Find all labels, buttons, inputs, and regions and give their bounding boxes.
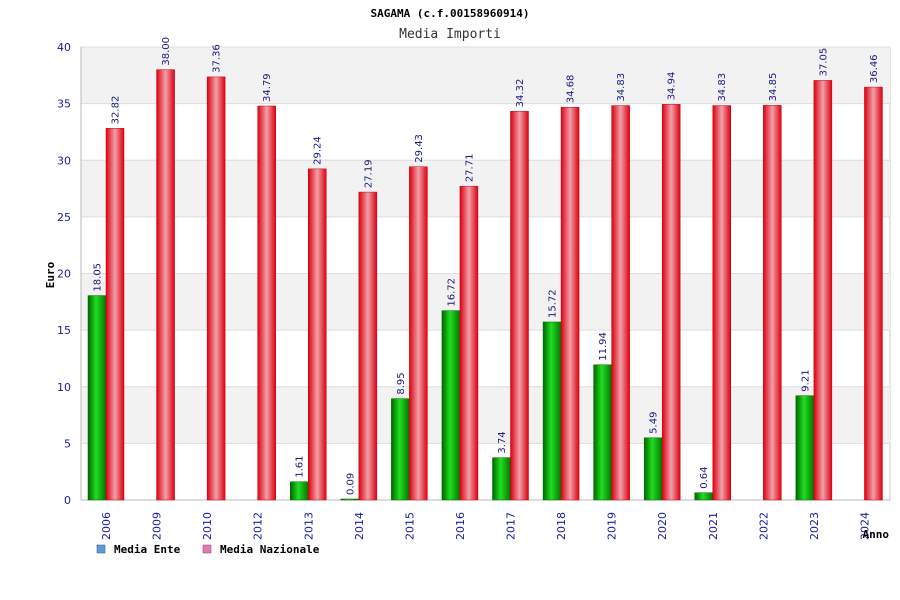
- x-tick-label: 2010: [201, 512, 214, 540]
- x-tick-label: 2020: [656, 512, 669, 540]
- data-label: 34.68: [566, 75, 577, 104]
- data-label: 16.72: [446, 278, 457, 307]
- data-label: 38.00: [161, 37, 172, 66]
- bar-media-ente-2016: [441, 310, 461, 501]
- x-tick-label: 2023: [808, 512, 821, 540]
- x-tick-label: 2009: [151, 512, 164, 540]
- data-label: 34.83: [717, 73, 728, 102]
- y-tick-label: 15: [57, 324, 71, 337]
- x-axis: 2006 2009 2010 2012 2013 2014 2015 2016 2017 2018…: [100, 512, 871, 540]
- bar-media-ente-2023: [795, 395, 815, 501]
- y-tick-label: 20: [57, 268, 71, 281]
- bar-media-nazionale-2019: [611, 105, 630, 501]
- legend-swatch-media-ente: [96, 544, 106, 554]
- legend: Media Ente Media Nazionale: [96, 543, 320, 556]
- x-tick-label: 2022: [757, 512, 770, 540]
- y-tick-label: 35: [57, 98, 71, 111]
- data-label: 0.64: [699, 466, 710, 488]
- x-tick-label: 2017: [505, 512, 518, 540]
- bar-media-nazionale-2021: [712, 105, 731, 501]
- bar-media-ente-2019: [593, 364, 612, 501]
- bar-media-ente-2018: [542, 321, 562, 501]
- x-tick-label: 2024: [858, 512, 871, 540]
- y-tick-label: 5: [64, 437, 71, 450]
- data-label: 34.85: [768, 73, 779, 102]
- bar-media-ente-2017: [492, 457, 511, 501]
- legend-swatch-media-nazionale: [202, 544, 212, 554]
- data-label: 27.19: [363, 159, 374, 188]
- y-tick-label: 40: [57, 41, 71, 54]
- bar-media-ente-2014: [340, 498, 360, 501]
- data-label: 5.49: [649, 412, 660, 434]
- data-label: 8.95: [396, 372, 407, 394]
- x-tick-label: 2016: [454, 512, 467, 540]
- y-axis-label: Euro: [44, 261, 57, 288]
- y-tick-label: 25: [57, 211, 71, 224]
- data-label: 27.71: [464, 154, 475, 183]
- bar-media-nazionale-2020: [661, 104, 681, 501]
- data-label: 37.36: [212, 44, 223, 73]
- bar-media-nazionale-2018: [560, 106, 580, 501]
- bar-media-nazionale-2023: [813, 80, 833, 501]
- x-tick-label: 2019: [606, 512, 619, 540]
- data-label: 18.05: [93, 263, 104, 292]
- x-axis-label: Anno: [863, 528, 890, 541]
- bar-media-nazionale-2013: [308, 168, 327, 501]
- bar-media-nazionale-2012: [257, 105, 276, 501]
- x-tick-label: 2021: [707, 512, 720, 540]
- legend-label-media-ente: Media Ente: [114, 543, 181, 556]
- bar-media-nazionale-2006: [105, 128, 125, 501]
- data-label: 9.21: [800, 369, 811, 391]
- data-label: 32.82: [111, 96, 122, 125]
- bar-media-nazionale-2024: [864, 86, 883, 501]
- data-label: 34.94: [667, 72, 678, 101]
- x-tick-label: 2014: [353, 512, 366, 540]
- x-tick-label: 2015: [403, 512, 416, 540]
- x-tick-label: 2006: [100, 512, 113, 540]
- x-tick-label: 2018: [555, 512, 568, 540]
- bar-media-ente-2013: [290, 481, 309, 501]
- chart-subtitle: Media Importi: [399, 27, 501, 42]
- data-label: 36.46: [869, 54, 880, 83]
- data-label: 34.32: [515, 79, 526, 108]
- data-label: 29.24: [313, 136, 324, 165]
- bars-group: 18.05 32.82 38.00 37.36 34.79 1.61 29.24 0.09 27…: [87, 37, 883, 501]
- bar-media-ente-2020: [643, 437, 663, 501]
- bar-media-ente-2006: [87, 295, 107, 501]
- bar-media-nazionale-2022: [763, 105, 782, 501]
- data-label: 15.72: [548, 289, 559, 318]
- legend-label-media-nazionale: Media Nazionale: [220, 543, 320, 556]
- bar-media-nazionale-2016: [459, 185, 479, 501]
- y-tick-label: 30: [57, 154, 71, 167]
- data-label: 0.09: [345, 473, 356, 495]
- bar-media-ente-2015: [391, 398, 410, 501]
- bar-media-nazionale-2014: [358, 191, 378, 501]
- x-tick-label: 2012: [252, 512, 265, 540]
- data-label: 34.83: [616, 73, 627, 102]
- data-label: 37.05: [818, 48, 829, 77]
- bar-media-nazionale-2009: [156, 69, 175, 501]
- chart-title: SAGAMA (c.f.00158960914): [371, 7, 530, 20]
- data-label: 1.61: [295, 456, 306, 478]
- y-tick-label: 0: [64, 494, 71, 507]
- y-tick-label: 10: [57, 381, 71, 394]
- x-tick-label: 2013: [302, 512, 315, 540]
- bar-media-nazionale-2015: [409, 166, 428, 501]
- data-label: 11.94: [598, 332, 609, 361]
- bar-media-ente-2021: [694, 492, 713, 501]
- data-label: 34.79: [262, 73, 273, 102]
- data-label: 3.74: [497, 431, 508, 453]
- bar-media-nazionale-2010: [206, 76, 226, 501]
- data-label: 29.43: [414, 134, 425, 163]
- bar-media-nazionale-2017: [510, 111, 529, 501]
